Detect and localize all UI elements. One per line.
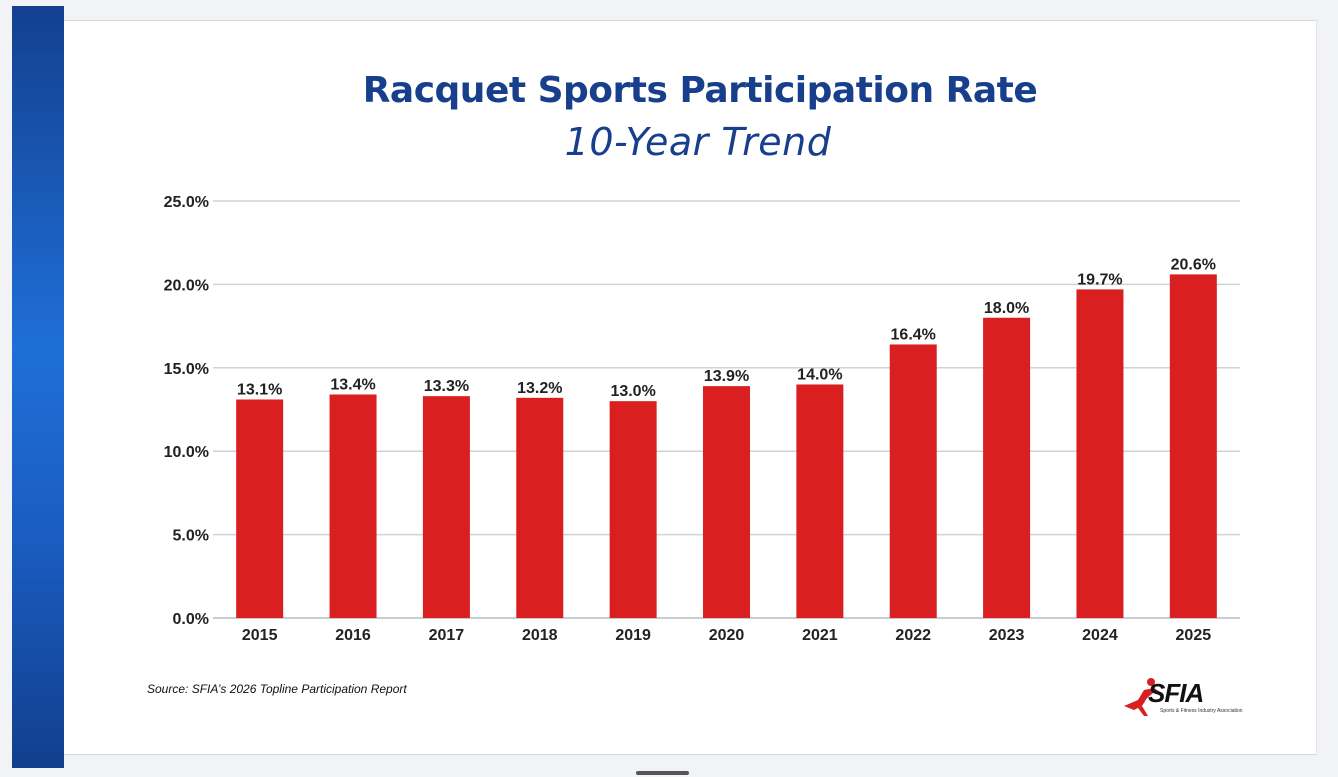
y-tick-label: 10.0%	[164, 444, 209, 461]
bar	[983, 317, 1031, 618]
data-label: 13.2%	[517, 380, 562, 397]
x-tick-label: 2025	[1176, 627, 1212, 644]
bar	[516, 397, 564, 618]
bar	[609, 401, 657, 618]
y-tick-label: 0.0%	[173, 611, 209, 628]
bar	[889, 344, 937, 618]
x-tick-label: 2020	[709, 627, 745, 644]
data-label: 13.4%	[330, 376, 375, 393]
y-tick-label: 20.0%	[164, 277, 209, 294]
bar	[422, 396, 470, 618]
data-label: 16.4%	[891, 326, 936, 343]
data-label: 20.6%	[1171, 256, 1216, 273]
x-tick-label: 2018	[522, 627, 558, 644]
scroll-handle[interactable]	[636, 771, 689, 775]
bar	[329, 394, 377, 618]
data-label: 13.0%	[610, 383, 655, 400]
chart-subtitle: 10-Year Trend	[564, 120, 832, 164]
bar	[796, 384, 844, 618]
source-note: Source: SFIA’s 2026 Topline Participatio…	[147, 682, 407, 696]
data-label: 13.3%	[424, 378, 469, 395]
x-tick-label: 2023	[989, 627, 1025, 644]
x-tick-label: 2016	[335, 627, 371, 644]
bar	[236, 399, 284, 618]
data-label: 19.7%	[1077, 271, 1122, 288]
y-tick-label: 15.0%	[164, 361, 209, 378]
logo-tagline: Sports & Fitness Industry Association	[1160, 708, 1243, 714]
bar	[703, 386, 750, 618]
y-tick-label: 25.0%	[164, 194, 209, 211]
side-accent-bar	[12, 6, 64, 768]
y-tick-label: 5.0%	[173, 528, 209, 545]
x-tick-label: 2017	[429, 627, 465, 644]
x-tick-label: 2019	[615, 627, 651, 644]
chart-title: Racquet Sports Participation Rate	[362, 70, 1038, 111]
runner-icon	[1124, 678, 1160, 716]
x-tick-label: 2015	[242, 627, 278, 644]
x-tick-label: 2022	[895, 627, 931, 644]
sfia-logo: SFIA Sports & Fitness Industry Associati…	[1120, 676, 1246, 718]
data-label: 14.0%	[797, 366, 842, 383]
data-label: 13.1%	[237, 381, 282, 398]
data-label: 13.9%	[704, 368, 749, 385]
logo-text: SFIA	[1148, 678, 1204, 708]
x-tick-label: 2024	[1082, 627, 1118, 644]
data-label: 18.0%	[984, 300, 1029, 317]
x-tick-label: 2021	[802, 627, 838, 644]
bar	[1169, 274, 1217, 618]
bar	[1076, 289, 1124, 618]
